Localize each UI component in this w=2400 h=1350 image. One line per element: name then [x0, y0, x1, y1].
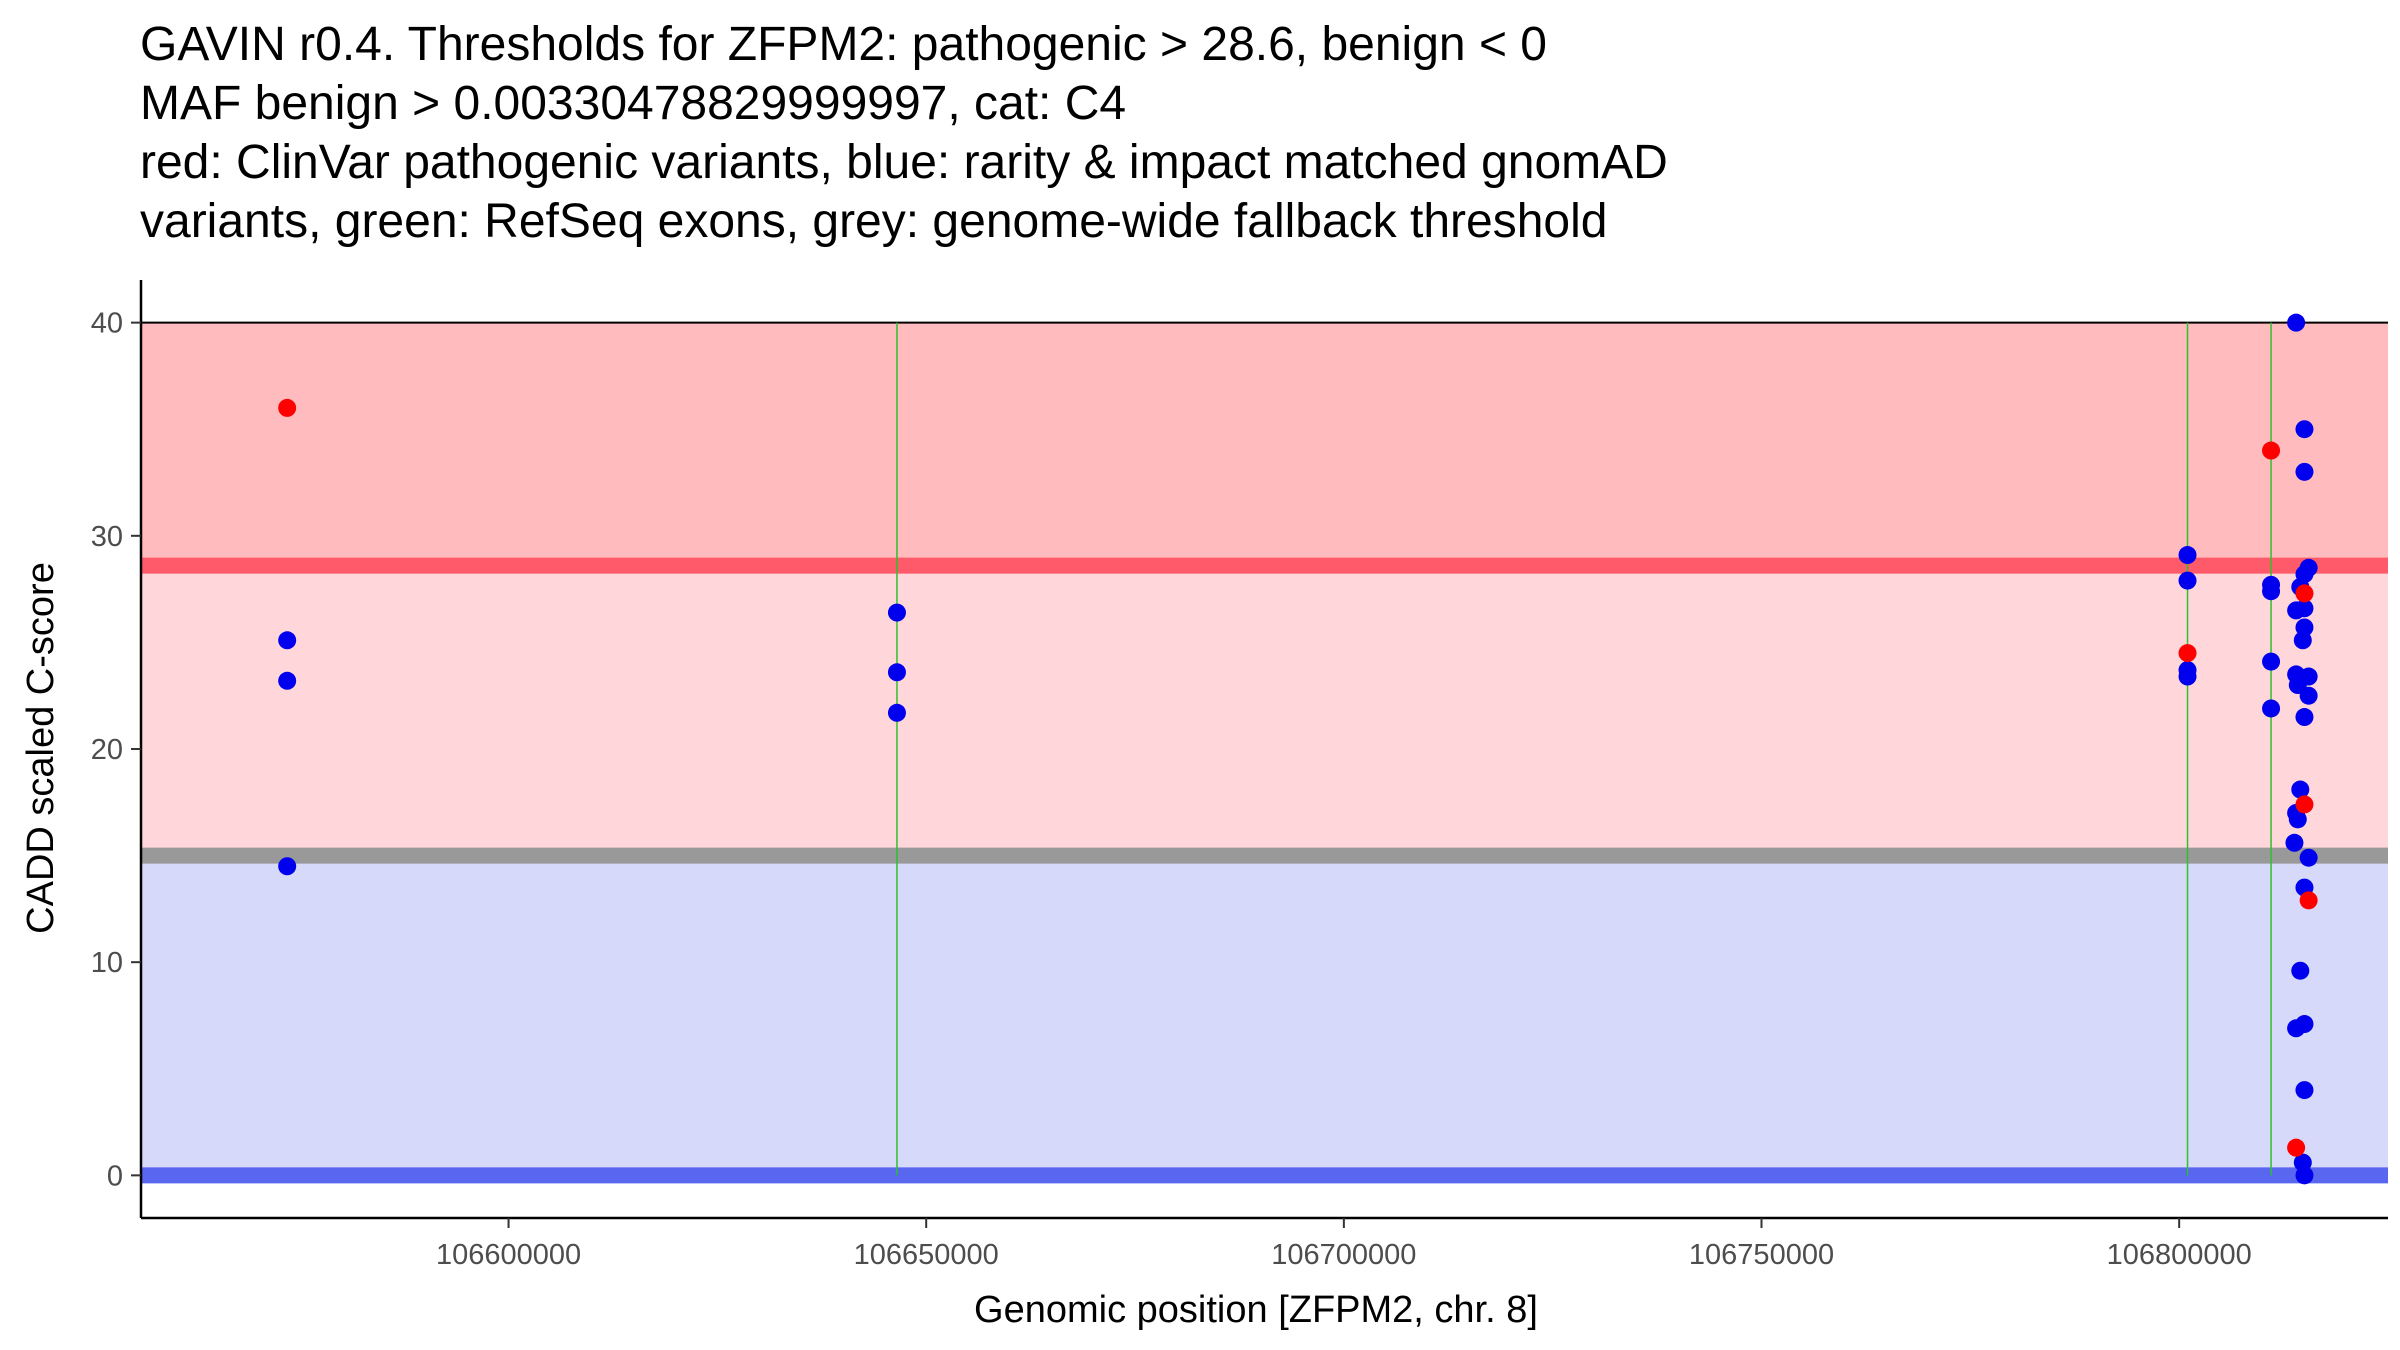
gnomad-matched-point-11 — [2262, 582, 2281, 601]
y-tick-label-3: 30 — [91, 521, 123, 553]
gnomad-matched-point-35 — [2291, 961, 2310, 980]
gnomad-matched-point-27 — [2299, 686, 2318, 705]
plot-background — [141, 322, 2388, 1176]
pathogenic-zone — [141, 322, 2388, 566]
clinvar-pathogenic-point-5 — [2299, 891, 2318, 910]
gnomad-matched-point-29 — [2291, 780, 2310, 799]
gnomad-matched-point-16 — [2295, 462, 2314, 481]
x-axis-title: Genomic position [ZFPM2, chr. 8] — [974, 1289, 1538, 1331]
gnomad-matched-point-31 — [2288, 810, 2307, 829]
gnomad-matched-point-13 — [2262, 699, 2281, 718]
gnomad-matched-point-0 — [278, 631, 297, 650]
threshold-lines — [141, 321, 2388, 1184]
x-tick-label-3: 106750000 — [1689, 1239, 1834, 1271]
axes: 0 10 20 30 40 106600000 106650000 106700000 1067… — [91, 280, 2388, 1271]
x-tick-label-2: 106700000 — [1271, 1239, 1416, 1271]
data-points — [278, 313, 2318, 1185]
gnomad-matched-point-7 — [2178, 571, 2197, 590]
gnomad-matched-point-40 — [2295, 1166, 2314, 1185]
gnomad-matched-point-23 — [2293, 631, 2312, 650]
y-tick-label-1: 10 — [91, 947, 123, 979]
title-line-4: variants, green: RefSeq exons, grey: gen… — [140, 195, 1607, 248]
x-tick-label-1: 106650000 — [854, 1239, 999, 1271]
gnomad-matched-point-15 — [2295, 420, 2314, 439]
title-line-3: red: ClinVar pathogenic variants, blue: … — [140, 136, 1668, 189]
gnomad-matched-point-12 — [2262, 652, 2281, 671]
clinvar-pathogenic-point-4 — [2295, 795, 2314, 814]
gnomad-matched-point-4 — [887, 663, 906, 682]
gnomad-matched-point-21 — [2295, 599, 2314, 618]
clinvar-pathogenic-point-1 — [2178, 644, 2197, 663]
title-line-2: MAF benign > 0.00330478829999997, cat: C… — [140, 77, 1126, 130]
gnomad-matched-point-5 — [887, 703, 906, 722]
intermediate-zone — [141, 565, 2388, 856]
gnomad-matched-point-32 — [2285, 833, 2304, 852]
gnomad-matched-point-38 — [2295, 1081, 2314, 1100]
gnomad-matched-point-6 — [2178, 546, 2197, 565]
gnomad-matched-point-28 — [2295, 708, 2314, 727]
y-tick-label-0: 0 — [107, 1160, 123, 1192]
gnomad-matched-point-33 — [2299, 848, 2318, 867]
chart-title: GAVIN r0.4. Thresholds for ZFPM2: pathog… — [140, 18, 1668, 248]
gnomad-matched-point-2 — [278, 857, 297, 876]
y-tick-label-4: 40 — [91, 308, 123, 340]
clinvar-pathogenic-point-2 — [2262, 441, 2281, 460]
y-axis-title: CADD scaled C-score — [20, 562, 62, 934]
y-tick-label-2: 20 — [91, 734, 123, 766]
title-line-1: GAVIN r0.4. Thresholds for ZFPM2: pathog… — [140, 18, 1547, 71]
clinvar-pathogenic-point-3 — [2295, 584, 2314, 603]
gnomad-matched-point-14 — [2287, 313, 2306, 332]
x-tick-label-0: 106600000 — [436, 1239, 581, 1271]
gnomad-matched-point-37 — [2287, 1019, 2306, 1038]
x-tick-label-4: 106800000 — [2107, 1239, 2252, 1271]
exon-lines — [896, 322, 2272, 1176]
clinvar-pathogenic-point-6 — [2287, 1138, 2306, 1157]
gnomad-matched-point-1 — [278, 671, 297, 690]
gnomad-matched-point-3 — [887, 603, 906, 622]
clinvar-pathogenic-point-0 — [278, 398, 297, 417]
benign-zone — [141, 855, 2388, 1176]
gnomad-matched-point-9 — [2178, 667, 2197, 686]
